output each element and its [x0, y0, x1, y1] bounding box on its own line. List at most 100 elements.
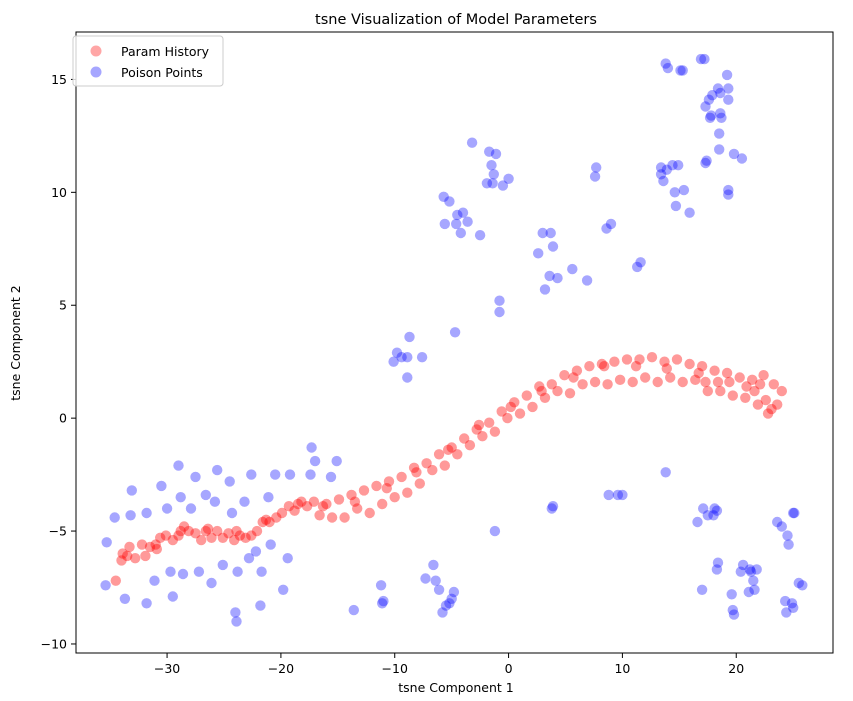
poison-points-point	[375, 580, 387, 591]
poison-points-point	[589, 171, 601, 182]
poison-points-point	[667, 160, 678, 171]
poison-points-point	[161, 503, 173, 514]
param-history-point	[747, 374, 758, 385]
param-history-point	[136, 539, 148, 550]
param-history-point	[584, 361, 595, 372]
poison-points-point	[711, 505, 723, 516]
poison-points-point	[723, 184, 734, 196]
param-history-point	[715, 385, 726, 397]
poison-points-point	[545, 227, 556, 239]
poison-points-point	[658, 175, 669, 187]
poison-points-point	[712, 83, 724, 94]
poison-points-point	[212, 464, 223, 476]
poison-points-point	[737, 559, 749, 571]
poison-points-point	[788, 507, 799, 519]
param-history-point	[693, 367, 704, 379]
poison-points-point	[715, 87, 726, 99]
poison-points-point	[388, 356, 399, 367]
param-history-point	[352, 503, 363, 514]
poison-points-point	[420, 573, 431, 584]
poison-points-point	[437, 607, 448, 618]
poison-points-point	[702, 510, 713, 521]
poison-points-point	[743, 586, 754, 598]
param-history-point	[452, 449, 463, 460]
poison-points-point	[126, 485, 137, 496]
param-history-point	[559, 370, 570, 381]
param-history-point	[509, 397, 520, 408]
poison-points-point	[727, 604, 738, 616]
poison-points-point	[378, 595, 389, 607]
param-history-point	[521, 390, 532, 401]
param-history-point	[471, 424, 482, 435]
param-history-point	[289, 505, 300, 516]
poison-points-point	[402, 372, 413, 383]
param-history-point	[349, 496, 361, 507]
param-history-point	[776, 385, 787, 397]
param-history-point	[321, 498, 332, 510]
param-history-point	[326, 512, 338, 523]
poison-points-point	[430, 575, 441, 586]
param-history-point	[276, 507, 288, 519]
param-history-point	[364, 507, 375, 519]
param-history-point	[130, 553, 141, 564]
param-history-point	[661, 363, 672, 374]
param-history-point	[339, 512, 350, 523]
poison-points-point	[714, 128, 725, 139]
poison-points-point	[503, 173, 514, 184]
param-history-point	[659, 356, 670, 367]
poison-points-point	[782, 530, 793, 541]
x-tick-label: −30	[154, 661, 180, 676]
poison-points-point	[692, 516, 703, 528]
param-history-point	[534, 381, 545, 392]
poison-points-point	[200, 489, 211, 501]
param-history-point	[264, 516, 275, 528]
poison-points-point	[723, 94, 734, 105]
chart-title: tsne Visualization of Model Parameters	[315, 12, 597, 28]
poison-points-point	[726, 589, 737, 600]
y-tick-label: 0	[59, 411, 67, 426]
poison-points-point	[209, 496, 221, 507]
param-history-point	[609, 356, 620, 367]
param-history-point	[459, 433, 470, 444]
poison-points-point	[490, 148, 502, 160]
y-axis-label: tsne Component 2	[8, 285, 23, 401]
param-history-point	[477, 431, 488, 442]
param-history-point	[754, 379, 766, 390]
poison-points-point	[567, 263, 578, 275]
param-history-point	[421, 458, 432, 469]
poison-points-point	[581, 275, 593, 286]
param-history-point	[333, 494, 345, 505]
poison-points-point	[497, 180, 509, 191]
param-history-point	[627, 376, 638, 388]
poison-points-point	[655, 162, 667, 173]
poison-points-point	[789, 507, 800, 519]
param-history-point	[734, 372, 745, 383]
param-history-point	[251, 525, 263, 537]
param-history-point	[546, 379, 557, 390]
param-history-point	[229, 534, 240, 546]
poison-points-point	[256, 566, 267, 577]
poison-points-point	[149, 575, 160, 586]
poison-points-point	[125, 510, 136, 521]
param-history-point	[414, 478, 425, 489]
poison-points-point	[673, 160, 684, 171]
poison-points-point	[246, 469, 257, 480]
param-history-point	[721, 367, 733, 379]
poison-points-point	[230, 607, 241, 618]
poison-points-point	[533, 248, 544, 259]
param-history-point	[652, 376, 663, 388]
param-history-point	[140, 550, 151, 562]
poison-points-point	[660, 467, 671, 478]
poison-points-point	[474, 230, 486, 241]
poison-points-point	[712, 557, 724, 568]
param-history-point	[724, 376, 735, 388]
param-history-point	[677, 376, 688, 388]
poison-points-point	[193, 566, 205, 577]
poison-points-point	[451, 218, 462, 230]
poison-points-point	[723, 189, 734, 200]
poison-points-point	[141, 598, 152, 609]
param-history-point	[634, 354, 645, 365]
poison-points-point	[101, 537, 112, 548]
param-history-point	[740, 392, 751, 403]
poison-points-point	[544, 270, 555, 282]
